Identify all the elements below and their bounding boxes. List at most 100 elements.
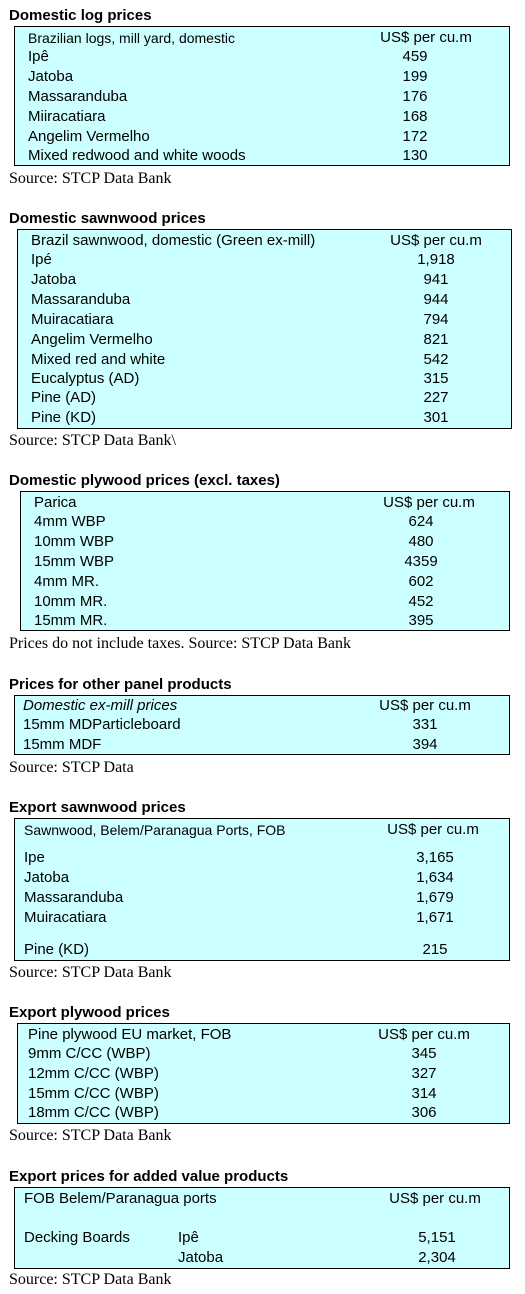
row-value: 314 xyxy=(411,1085,437,1102)
row-label: Jatoba xyxy=(28,68,74,85)
header-label: Pine plywood EU market, FOB xyxy=(28,1026,232,1043)
row-label: 10mm WBP xyxy=(34,533,115,550)
row-label: Angelim Vermelho xyxy=(28,128,150,145)
row-value: 5,151 xyxy=(418,1229,456,1246)
header-label: Brazil sawnwood, domestic (Green ex-mill… xyxy=(31,232,316,249)
header-unit: US$ per cu.m xyxy=(389,1190,481,1207)
row-label: Mixed red and white xyxy=(31,351,166,368)
header-unit: US$ per cu.m xyxy=(383,494,475,511)
section-title: Domestic log prices xyxy=(9,7,152,24)
source-note: Source: STCP Data Bank xyxy=(9,964,172,981)
table-header: Sawnwood, Belem/Paranagua Ports, FOB US$… xyxy=(15,820,509,840)
table-row: 9mm C/CC (WBP) 345 xyxy=(18,1044,509,1064)
source-note: Source: STCP Data xyxy=(9,759,134,776)
row-value: 301 xyxy=(423,409,449,426)
row-label: Mixed redwood and white woods xyxy=(28,147,246,164)
row-value: 4359 xyxy=(404,553,438,570)
source-note: Source: STCP Data Bank\ xyxy=(9,432,176,449)
row-value: 1,918 xyxy=(417,251,455,268)
row-label: Eucalyptus (AD) xyxy=(31,370,140,387)
row-value: 794 xyxy=(423,311,449,328)
row-label: Muiracatiara xyxy=(24,909,107,926)
table-row: 10mm MR. 452 xyxy=(21,592,509,612)
row-value: 1,679 xyxy=(416,889,454,906)
row-value: 345 xyxy=(411,1045,437,1062)
row-value: 227 xyxy=(423,389,449,406)
table-header: Parica US$ per cu.m xyxy=(21,493,509,513)
domestic-plywood-prices-table: Parica US$ per cu.m 4mm WBP 624 10mm WBP… xyxy=(20,491,510,631)
export-plywood-prices-table: Pine plywood EU market, FOB US$ per cu.m… xyxy=(17,1023,510,1124)
table-row: Ipê 459 xyxy=(15,47,509,67)
row-label: Jatoba xyxy=(178,1249,224,1266)
section-title: Domestic plywood prices (excl. taxes) xyxy=(9,472,280,489)
table-row: 15mm MR. 395 xyxy=(21,611,509,631)
row-value: 602 xyxy=(408,573,434,590)
table-row: Decking Boards Ipê 5,151 xyxy=(15,1228,509,1248)
row-value: 542 xyxy=(423,351,449,368)
row-value: 1,671 xyxy=(416,909,454,926)
table-row: Angelim Vermelho 172 xyxy=(15,127,509,147)
row-label: 10mm MR. xyxy=(34,593,108,610)
table-row: 15mm C/CC (WBP) 314 xyxy=(18,1084,509,1104)
row-value: 944 xyxy=(423,291,449,308)
row-label: Massaranduba xyxy=(28,88,128,105)
row-value: 941 xyxy=(423,271,449,288)
row-label: Miiracatiara xyxy=(28,108,106,125)
domestic-log-prices-table: Brazilian logs, mill yard, domestic US$ … xyxy=(14,26,510,166)
table-row: 15mm MDF 394 xyxy=(15,735,509,755)
table-header: Brazil sawnwood, domestic (Green ex-mill… xyxy=(18,231,511,251)
row-label: 18mm C/CC (WBP) xyxy=(28,1104,159,1121)
row-label: Jatoba xyxy=(24,869,70,886)
header-label: Brazilian logs, mill yard, domestic xyxy=(28,30,235,46)
table-header: FOB Belem/Paranagua ports US$ per cu.m xyxy=(15,1189,509,1209)
header-label: Domestic ex-mill prices xyxy=(23,697,178,714)
header-label: Parica xyxy=(34,494,77,511)
header-unit: US$ per cu.m xyxy=(390,232,482,249)
row-value: 2,304 xyxy=(418,1249,456,1266)
other-panel-prices-table: Domestic ex-mill prices US$ per cu.m 15m… xyxy=(14,695,510,755)
header-unit: US$ per cu.m xyxy=(379,697,471,714)
table-row: Muiracatiara 794 xyxy=(18,310,511,330)
table-row: Angelim Vermelho 821 xyxy=(18,330,511,350)
row-label: 15mm MDParticleboard xyxy=(23,716,181,733)
table-row: Mixed red and white 542 xyxy=(18,350,511,370)
table-row: 4mm MR. 602 xyxy=(21,572,509,592)
section-title: Export prices for added value products xyxy=(9,1168,289,1185)
row-value: 306 xyxy=(411,1104,437,1121)
row-label: Massaranduba xyxy=(31,291,131,308)
row-label: Massaranduba xyxy=(24,889,124,906)
row-value: 168 xyxy=(402,108,428,125)
header-unit: US$ per cu.m xyxy=(378,1026,470,1043)
row-label: Ipê xyxy=(28,48,49,65)
row-value: 480 xyxy=(408,533,434,550)
domestic-sawnwood-prices-table: Brazil sawnwood, domestic (Green ex-mill… xyxy=(17,229,512,429)
row-label: 12mm C/CC (WBP) xyxy=(28,1065,159,1082)
table-header: Brazilian logs, mill yard, domestic US$ … xyxy=(15,28,509,48)
table-row: Jatoba 2,304 xyxy=(15,1248,509,1268)
table-row: Pine (AD) 227 xyxy=(18,388,511,408)
row-label: Ipé xyxy=(31,251,52,268)
export-added-value-prices-table: FOB Belem/Paranagua ports US$ per cu.m D… xyxy=(14,1187,510,1269)
row-label: 4mm WBP xyxy=(34,513,106,530)
table-row: Muiracatiara 1,671 xyxy=(15,908,509,928)
section-title: Prices for other panel products xyxy=(9,676,232,693)
row-label: 9mm C/CC (WBP) xyxy=(28,1045,151,1062)
row-value: 3,165 xyxy=(416,849,454,866)
table-row: Mixed redwood and white woods 130 xyxy=(15,146,509,166)
section-title: Export plywood prices xyxy=(9,1004,170,1021)
export-sawnwood-prices-table: Sawnwood, Belem/Paranagua Ports, FOB US$… xyxy=(14,818,510,961)
row-value: 1,634 xyxy=(416,869,454,886)
row-label: 15mm C/CC (WBP) xyxy=(28,1085,159,1102)
row-value: 394 xyxy=(412,736,438,753)
table-row: Eucalyptus (AD) 315 xyxy=(18,369,511,389)
row-value: 459 xyxy=(402,48,428,65)
table-row: Ipé 1,918 xyxy=(18,250,511,270)
row-value: 331 xyxy=(412,716,438,733)
row-value: 199 xyxy=(402,68,428,85)
source-note: Source: STCP Data Bank xyxy=(9,1271,172,1288)
row-value: 215 xyxy=(422,941,448,958)
row-label: 15mm WBP xyxy=(34,553,115,570)
row-value: 130 xyxy=(402,147,428,164)
row-value: 452 xyxy=(408,593,434,610)
row-value: 624 xyxy=(408,513,434,530)
